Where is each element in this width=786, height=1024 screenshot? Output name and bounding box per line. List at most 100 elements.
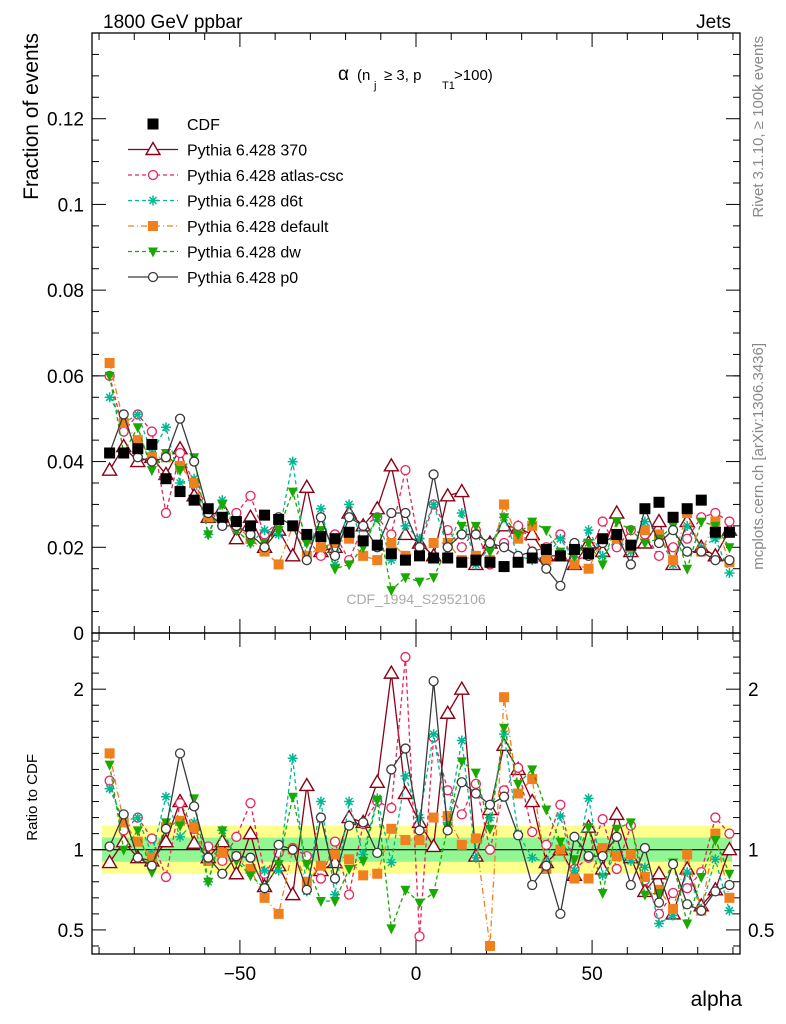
ratio-point: [259, 892, 270, 903]
ratio-point: [456, 809, 467, 820]
data-point: [668, 555, 679, 566]
legend-entry: Pythia 6.428 370: [128, 141, 307, 160]
data-point: [667, 524, 679, 536]
legend-marker: [148, 195, 158, 206]
ratio-point: [484, 844, 496, 855]
ratio-point: [228, 865, 245, 880]
ratio-point: [555, 844, 566, 855]
data-point: [414, 533, 425, 544]
ratio-point: [654, 918, 664, 929]
ratio-point: [315, 860, 326, 871]
data-point: [217, 495, 228, 506]
data-point: [709, 526, 721, 538]
header-left: 1800 GeV ppbar: [103, 12, 243, 33]
ratio-point: [188, 801, 200, 812]
data-point: [682, 564, 693, 575]
data-point: [639, 503, 651, 515]
data-point: [696, 517, 707, 528]
data-point: [723, 526, 735, 538]
ratio-point: [315, 873, 327, 884]
data-point: [132, 423, 143, 434]
ratio-point: [428, 729, 439, 740]
data-point: [428, 552, 440, 564]
ratio-point: [358, 856, 369, 867]
ratio-point: [499, 729, 510, 740]
data-point: [358, 550, 369, 561]
ratio-point: [414, 835, 425, 846]
ratio-point: [625, 849, 636, 860]
ratio-point: [132, 852, 143, 863]
data-point: [597, 550, 608, 561]
data-point: [315, 503, 326, 514]
data-point: [513, 530, 524, 541]
ratio-point: [583, 850, 594, 862]
ratio-tick-label-right: 0.5: [748, 921, 774, 942]
data-point: [414, 577, 425, 588]
ratio-point: [259, 883, 270, 894]
ratio-point: [668, 910, 679, 921]
ratio-point: [284, 886, 301, 901]
title-open: (n: [357, 67, 370, 84]
ratio-point: [414, 812, 425, 823]
data-point: [611, 517, 622, 528]
ratio-point: [724, 828, 735, 839]
ratio-point: [639, 890, 650, 901]
data-point: [344, 560, 355, 571]
ratio-point: [569, 831, 580, 842]
data-point: [453, 483, 471, 498]
data-point: [597, 560, 608, 571]
ratio-point: [682, 867, 693, 878]
ratio-point: [344, 854, 355, 865]
data-point: [329, 550, 341, 562]
data-point: [439, 487, 456, 502]
title-sub-t1: T1: [442, 80, 455, 92]
x-tick-label: 50: [582, 964, 603, 985]
ratio-point: [217, 868, 228, 879]
data-point: [245, 490, 256, 502]
ratio-point: [625, 855, 636, 866]
ratio-point: [157, 833, 175, 848]
data-point: [369, 500, 386, 515]
data-point: [583, 563, 594, 574]
data-point: [343, 512, 355, 523]
ratio-point: [611, 824, 622, 835]
ratio-point: [185, 834, 203, 849]
data-point: [456, 508, 467, 518]
data-point: [555, 533, 566, 544]
series-layer: [101, 358, 738, 951]
ratio-point: [160, 818, 171, 829]
data-point: [710, 516, 721, 527]
ratio-point: [386, 764, 397, 775]
ratio-point: [132, 826, 143, 837]
data-point: [104, 447, 116, 459]
data-point: [228, 530, 245, 545]
data-point: [456, 542, 467, 553]
data-point: [160, 452, 172, 463]
data-point: [160, 422, 171, 433]
ratio-point: [724, 869, 735, 880]
title-close: >100): [454, 67, 493, 84]
ratio-tick-label-right: 1: [748, 841, 759, 862]
ratio-point: [400, 770, 411, 781]
data-point: [386, 507, 397, 519]
data-point: [175, 466, 186, 477]
ratio-point: [146, 852, 157, 863]
ratio-point: [287, 753, 298, 764]
data-point: [385, 548, 397, 560]
data-point: [202, 503, 214, 515]
ratio-point: [442, 785, 453, 796]
y-axis-title-bottom: Ratio to CDF: [24, 754, 41, 841]
data-point: [428, 573, 439, 584]
data-point: [597, 533, 609, 545]
ratio-point: [329, 836, 341, 847]
data-point: [428, 538, 439, 548]
ratio-point: [217, 826, 228, 837]
ratio-point: [369, 773, 386, 788]
data-point: [386, 538, 397, 548]
ratio-point: [344, 796, 355, 807]
data-point: [174, 447, 186, 459]
data-point: [650, 513, 668, 528]
data-point: [639, 525, 650, 536]
ratio-point: [583, 873, 594, 884]
ratio-point: [146, 860, 158, 871]
